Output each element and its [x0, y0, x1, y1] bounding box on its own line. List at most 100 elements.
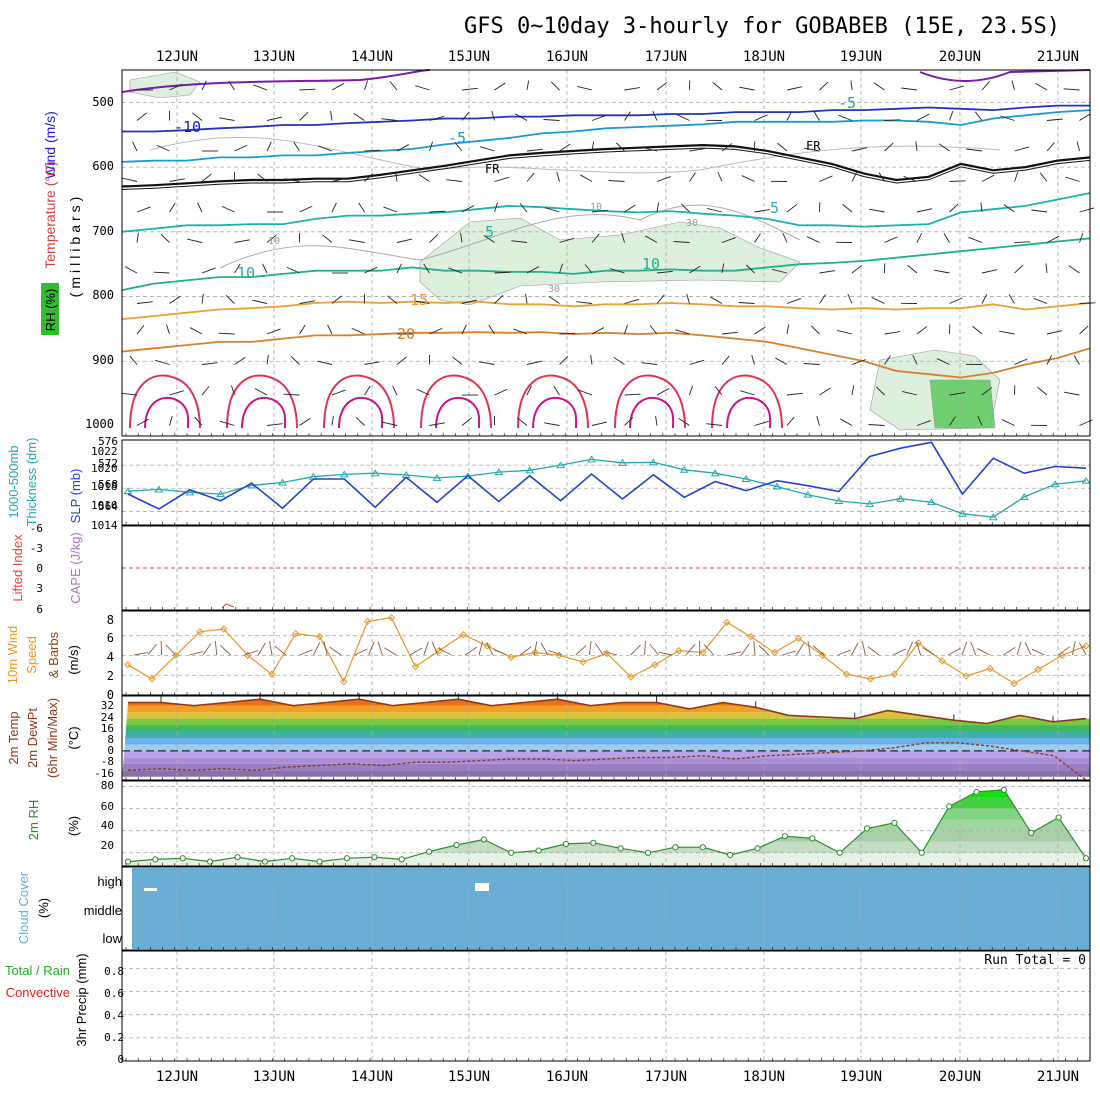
wind-barb	[591, 115, 606, 121]
wind-barb	[689, 359, 705, 365]
rh-band-group	[128, 789, 1086, 866]
wind10-barb	[861, 641, 866, 656]
wind10-barb	[540, 642, 549, 656]
wind-barb	[194, 416, 203, 426]
wind-barb	[299, 112, 309, 121]
wind-barb	[526, 148, 543, 152]
wind10-barb	[630, 644, 641, 656]
wind-barb	[136, 418, 149, 426]
bottom-date-label: 13JUN	[253, 1069, 295, 1085]
rh2m-point	[289, 855, 296, 862]
wind-barb	[916, 326, 928, 335]
wind-barb	[901, 87, 918, 91]
wind10-tick: 2	[107, 669, 114, 683]
wind-barb	[483, 234, 495, 243]
wind-barb	[1064, 391, 1080, 396]
wind10-barb	[409, 647, 423, 656]
wind-barb	[1014, 358, 1028, 365]
rh2m-point	[425, 848, 433, 855]
wind-barb	[615, 142, 625, 152]
rh2m-point	[644, 849, 652, 856]
wind10-barb	[299, 649, 313, 656]
wind-barb	[353, 112, 365, 121]
wind-barb	[219, 117, 235, 121]
thickness-point	[370, 469, 380, 477]
wind-barb	[714, 386, 723, 396]
wind10-speed-point	[363, 617, 372, 626]
wind10-barb	[1071, 641, 1076, 656]
wind10-barb	[916, 641, 922, 656]
wind-barb	[786, 111, 793, 121]
wind-barb	[330, 110, 333, 121]
thickness-line	[127, 458, 1087, 518]
wind10-barb	[383, 647, 397, 656]
wind-barb	[949, 203, 959, 213]
temperature-contour	[121, 143, 1091, 188]
wind-barb	[355, 417, 365, 426]
temp-band	[122, 712, 1090, 719]
wind10-barb	[575, 645, 587, 656]
cloud-cover-fill	[132, 868, 1090, 949]
wind-barb	[1008, 294, 1015, 304]
wind10-barb	[520, 646, 532, 656]
rh-band	[128, 789, 1086, 798]
wind-barb	[624, 298, 640, 304]
wind-barb	[331, 202, 337, 213]
wind10-barb	[533, 641, 538, 656]
wind10-axis-label: (m/s)	[66, 645, 81, 675]
rh2m-tick: 40	[101, 819, 114, 832]
wind-barb	[803, 363, 820, 365]
wind10-barb	[922, 647, 935, 656]
rh-contour-line	[149, 136, 1001, 174]
wind-barb	[934, 269, 950, 274]
wind-barb	[121, 392, 138, 396]
wind-barb	[201, 173, 212, 182]
thickness-point	[1019, 493, 1029, 500]
wind10-speed-point	[483, 642, 491, 650]
precip-axis-label: 3hr Precip (mm)	[74, 953, 89, 1046]
wind-axis-label: Wind (m/s)	[42, 111, 58, 179]
wind10-speed-point	[675, 646, 683, 655]
lifted-index-trace	[221, 603, 235, 609]
wind-barb	[234, 144, 248, 152]
wind-barb	[916, 113, 930, 121]
contour-label: 20	[397, 325, 415, 343]
wind-barb	[293, 141, 300, 152]
wind10-barb	[244, 650, 258, 656]
thickness-point	[556, 461, 566, 469]
wind-barb	[381, 421, 398, 426]
wind10-barb	[323, 641, 328, 656]
wind-barb	[673, 241, 690, 243]
wind10-axis-label: & Barbs	[46, 631, 61, 678]
wind10-speed-point	[746, 632, 755, 641]
wind-barb	[429, 210, 446, 213]
wind-barb	[1003, 204, 1015, 213]
wind-barb	[980, 202, 983, 213]
wind-barb	[1046, 235, 1060, 243]
slp-tick: 1016	[91, 499, 118, 512]
thickness-point	[123, 487, 133, 495]
bottom-date-label: 18JUN	[743, 1069, 785, 1085]
temperature-contour	[121, 331, 1091, 379]
wind10-barb	[257, 642, 266, 656]
wind-barb	[786, 392, 803, 396]
wind-barb	[169, 202, 176, 213]
wind-barb	[652, 111, 658, 121]
wind-barb	[869, 208, 885, 213]
wind-barb	[1065, 176, 1080, 182]
wind-barb	[884, 355, 891, 365]
pressure-tick: 500	[92, 95, 114, 109]
precip-tick: 0.4	[104, 1009, 124, 1022]
wind10-barb	[423, 641, 429, 656]
wind10-barb	[1024, 642, 1032, 656]
wind-barb	[228, 80, 235, 91]
wind-barb	[678, 417, 690, 426]
wind10-speed-point	[651, 661, 659, 669]
wind-barb	[949, 392, 966, 396]
pressure-tick: 600	[92, 159, 114, 173]
wind-barb	[429, 327, 443, 335]
thickness-point	[587, 455, 596, 463]
wind10-barb	[431, 641, 439, 656]
wind10-speed-point	[315, 632, 324, 641]
